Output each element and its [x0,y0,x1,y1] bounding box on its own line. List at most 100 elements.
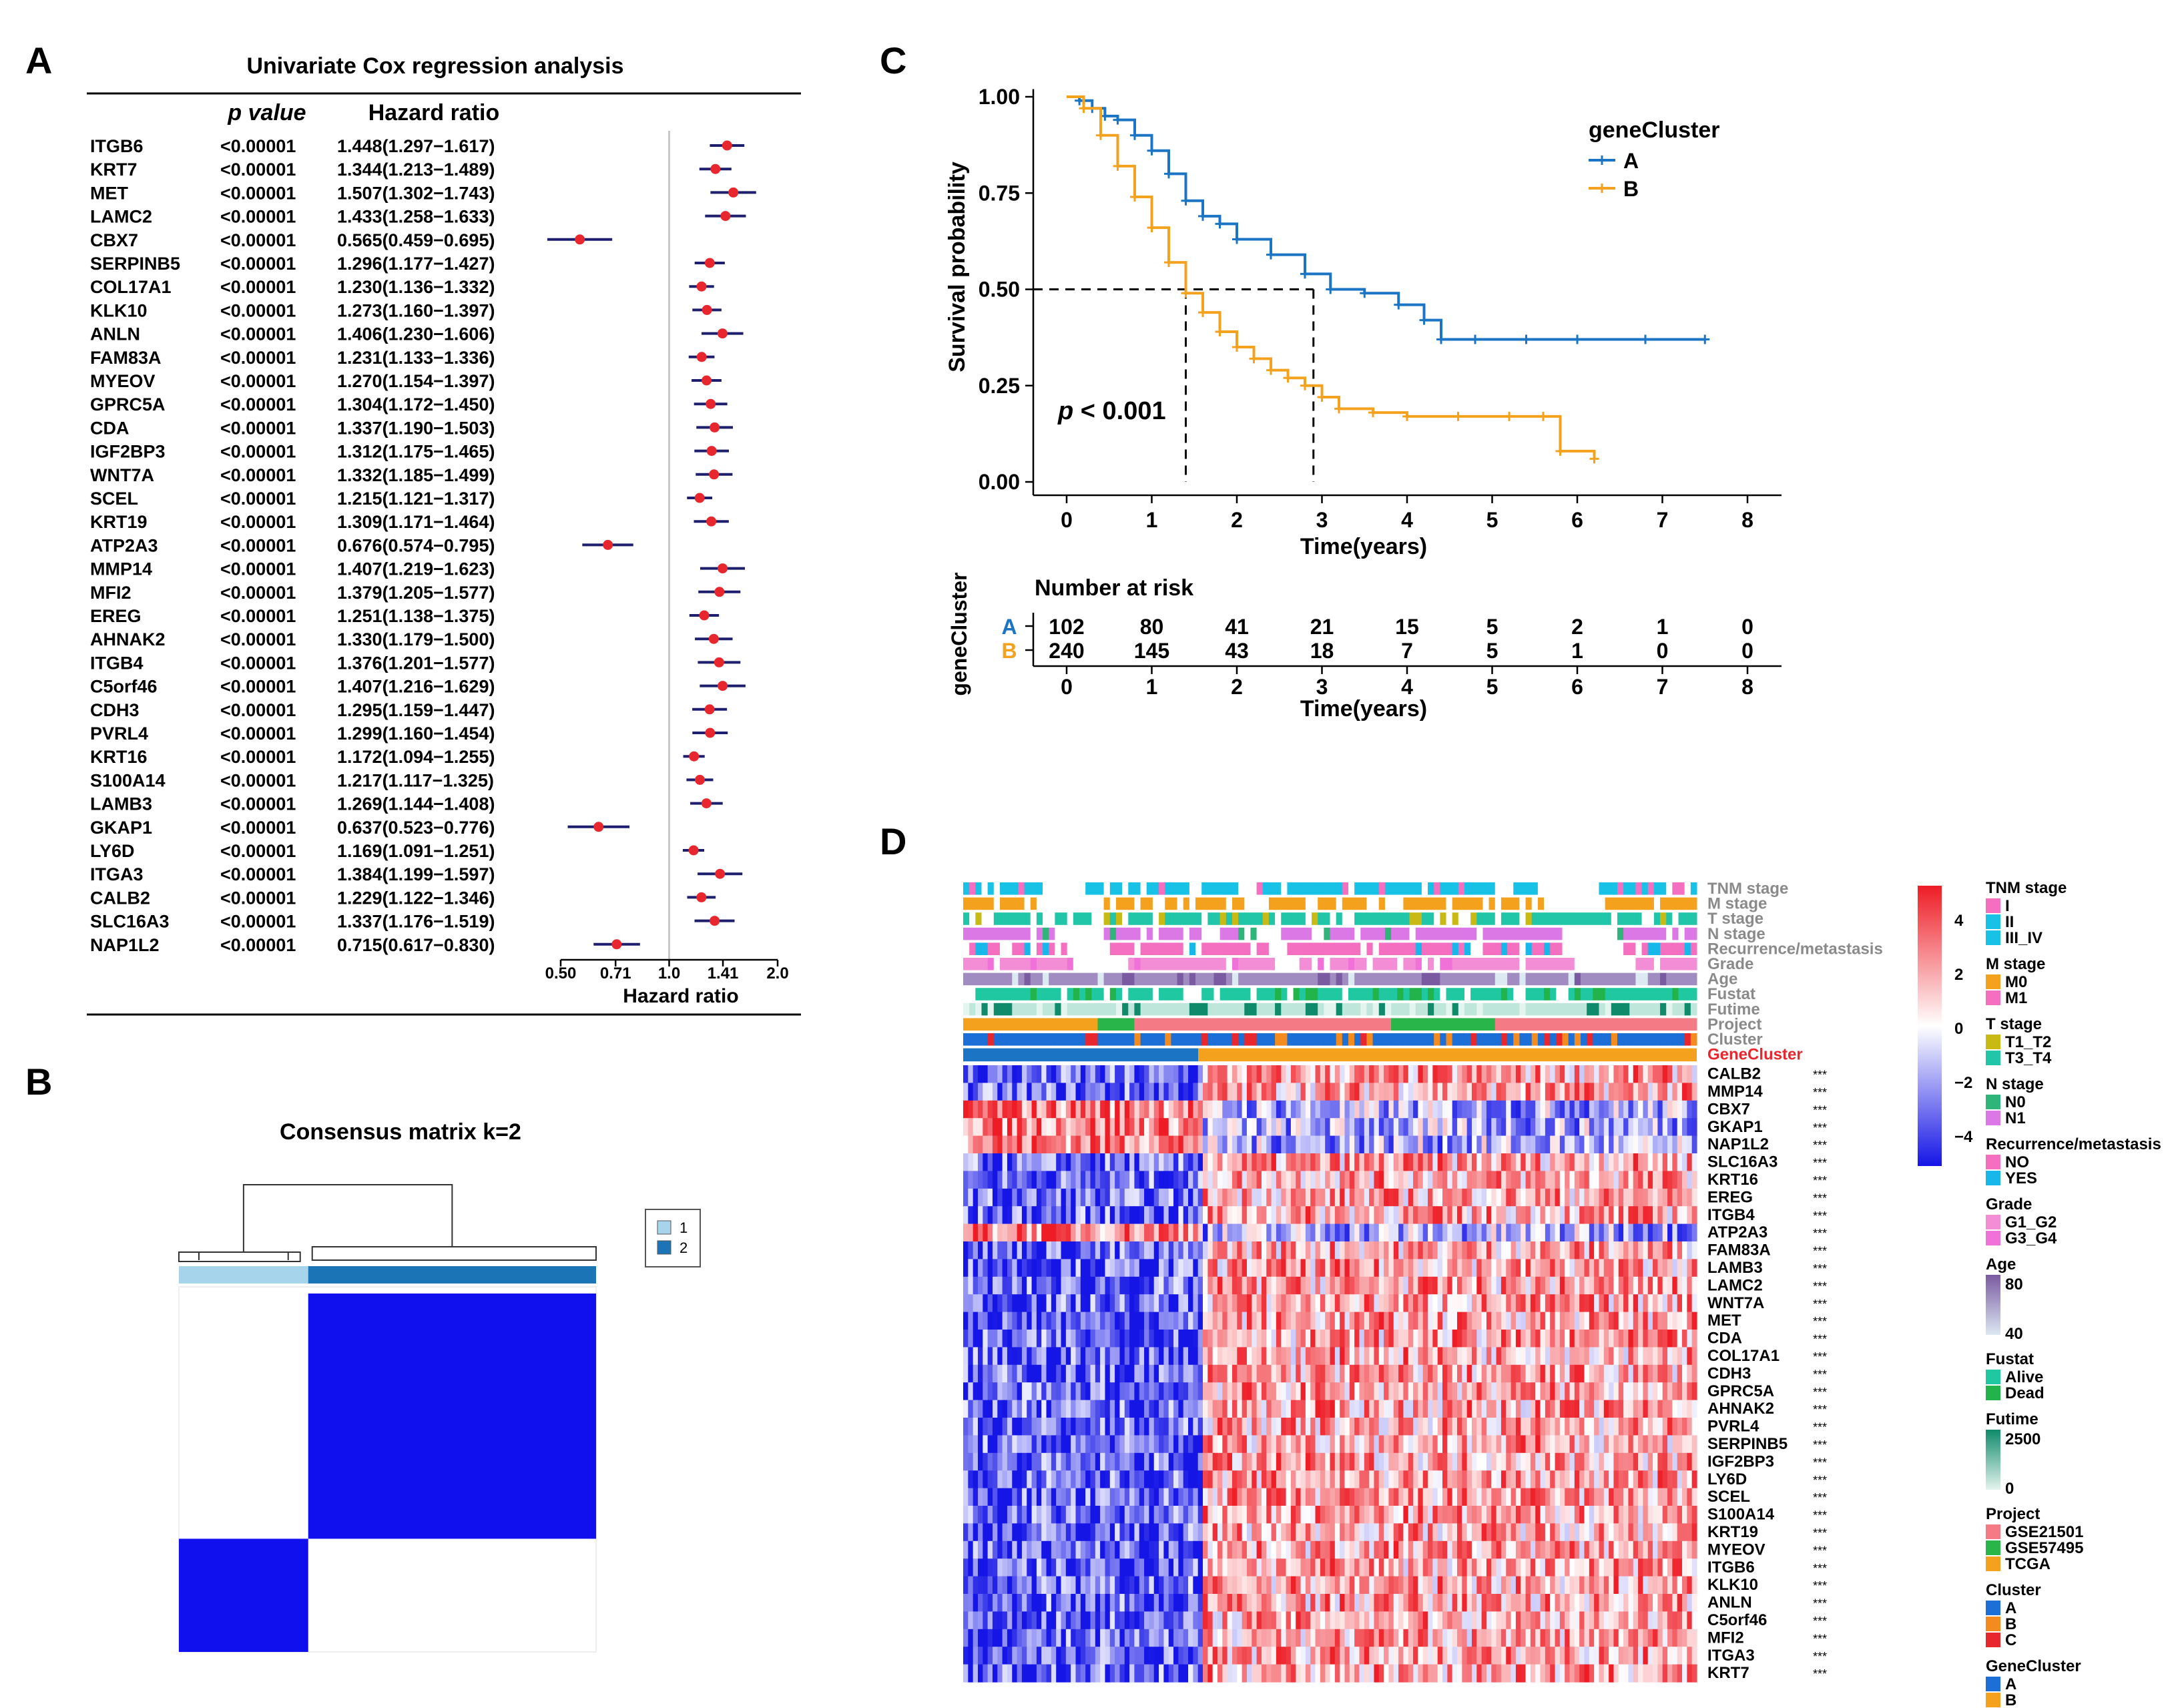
heatmap-cell [1471,1153,1477,1171]
heatmap-cell [1334,1330,1340,1348]
heatmap-cell [1334,1118,1340,1137]
heatmap-cell [1153,1206,1159,1225]
annotation-cell [1672,1018,1679,1031]
annotation-cell [1525,897,1533,910]
heatmap-cell [1662,1312,1668,1330]
heatmap-cell [1432,1418,1438,1436]
heatmap-cell [1432,1259,1438,1277]
annotation-cell [1238,988,1245,1001]
heatmap-cell [1217,1259,1223,1277]
annotation-cell [1312,972,1318,986]
heatmap-cell [1080,1347,1086,1366]
heatmap-cell [1354,1294,1360,1313]
heatmap-cell [1545,1065,1551,1083]
heatmap-cell [1271,1188,1277,1207]
annotation-cell [1159,1033,1165,1046]
annotation-cell [1250,882,1258,895]
annotation-cell [1464,988,1471,1001]
annotation-cell [1623,897,1630,910]
heatmap-cell [1535,1188,1541,1207]
annotation-cell [1684,1003,1691,1016]
annotation-cell [1421,882,1428,895]
heatmap-cell [1364,1312,1370,1330]
heatmap-cell [1090,1100,1096,1119]
heatmap-cell [1271,1294,1277,1313]
heatmap-cell [968,1382,974,1401]
annotation-cell [1115,972,1123,986]
heatmap-cell [1535,1241,1541,1259]
heatmap-cell [1393,1330,1399,1348]
heatmap-cell [1579,1100,1585,1119]
annotation-cell [1593,912,1599,925]
heatmap-cell [1115,1065,1121,1083]
annotation-cell [1428,942,1434,955]
heatmap-cell [1071,1171,1077,1189]
heatmap-cell [1188,1135,1193,1154]
annotation-cell [1201,958,1208,970]
heatmap-cell [1203,1100,1208,1119]
heatmap-cell [1334,1171,1340,1189]
heatmap-cell [1129,1135,1135,1154]
annotation-cell [1262,882,1270,895]
heatmap-cell [1051,1418,1057,1436]
heatmap-cell [1456,1330,1462,1348]
heatmap-cell [1168,1065,1174,1083]
annotation-cell [1293,988,1300,1001]
heatmap-cell [1378,1347,1384,1366]
heatmap-cell [1036,1294,1042,1313]
heatmap-cell [1633,1347,1639,1366]
annotation-cell [1403,1033,1410,1046]
forest-gene-label: KRT16 [90,747,148,767]
heatmap-cell [1647,1382,1653,1401]
heatmap-cell [1090,1347,1096,1366]
annotation-cell [1629,882,1636,895]
annotation-cell [1024,1033,1031,1046]
heatmap-cell [1173,1118,1179,1137]
heatmap-cell [1168,1364,1174,1383]
heatmap-cell [1691,1241,1697,1259]
heatmap-cell [1134,1312,1140,1330]
heatmap-row [963,1276,1697,1295]
heatmap-cell [1393,1171,1399,1189]
heatmap-cell [1217,1065,1223,1083]
annotation-cell [1562,958,1569,970]
heatmap-cell [1422,1364,1428,1383]
annotation-cell [1360,972,1367,986]
annotation-cell [975,988,982,1001]
heatmap-cell [1100,1259,1106,1277]
annotation-cell [1024,958,1031,970]
heatmap-cell [1188,1312,1193,1330]
heatmap-cell [1374,1259,1380,1277]
heatmap-cell [992,1294,998,1313]
heatmap-cell [1090,1418,1096,1436]
heatmap-cell [1422,1382,1428,1401]
heatmap-cell [1403,1276,1409,1295]
heatmap-cell [1163,1083,1169,1101]
annotation-cell [1140,912,1147,925]
heatmap-cell [1369,1347,1375,1366]
heatmap-cell [1178,1276,1184,1295]
annotation-cell [1378,912,1386,925]
heatmap-cell [1183,1171,1189,1189]
heatmap-cell [1222,1312,1228,1330]
heatmap-cell [1442,1100,1448,1119]
heatmap-cell [1061,1418,1067,1436]
heatmap-cell [1613,1418,1619,1436]
heatmap-cell [1296,1418,1302,1436]
annotation-cell [1568,1003,1575,1016]
heatmap-cell [1061,1435,1067,1454]
heatmap-cell [1369,1400,1375,1418]
annotation-cell [1207,897,1214,910]
annotation-cell [1574,942,1581,955]
annotation-cell [1409,1003,1416,1016]
heatmap-cell [1535,1364,1541,1383]
annotation-cell [1360,882,1367,895]
heatmap-cell [1153,1312,1159,1330]
forest-hr-text: 1.376(1.201−1.577) [337,653,495,673]
heatmap-cell [1462,1206,1468,1225]
heatmap-cell [1330,1347,1336,1366]
heatmap-cell [1080,1382,1086,1401]
heatmap-cell [1051,1259,1057,1277]
heatmap-cell [1237,1206,1243,1225]
heatmap-cell [1212,1435,1218,1454]
